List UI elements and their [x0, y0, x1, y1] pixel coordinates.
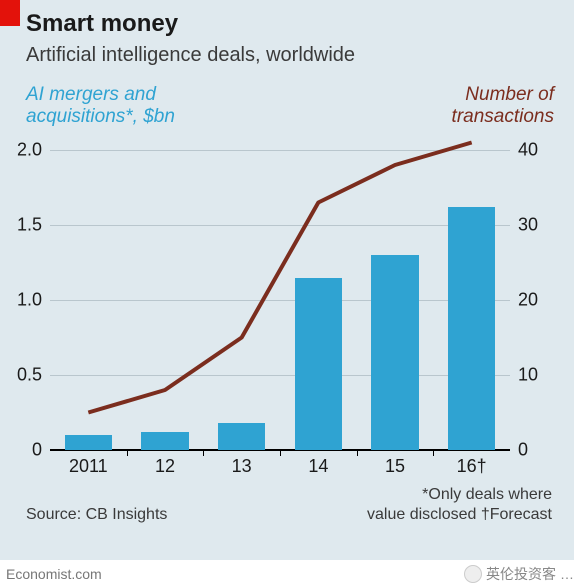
- ytick-right: 10: [510, 365, 538, 386]
- xtick-label: 15: [385, 456, 405, 477]
- line-series: [50, 150, 510, 450]
- xtick-mark: [203, 450, 204, 456]
- chart-panel: Smart money Artificial intelligence deal…: [0, 0, 574, 560]
- watermark: 英伦投资客 …: [464, 564, 574, 584]
- xtick-label: 12: [155, 456, 175, 477]
- footnote-line-1: *Only deals where: [422, 486, 552, 504]
- ytick-right: 30: [510, 215, 538, 236]
- ytick-left: 2.0: [17, 140, 50, 161]
- figure-canvas: Smart money Artificial intelligence deal…: [0, 0, 580, 586]
- ytick-right: 40: [510, 140, 538, 161]
- xtick-label: 14: [308, 456, 328, 477]
- xtick-label: 13: [232, 456, 252, 477]
- economist-red-tab: [0, 0, 20, 26]
- watermark-text: 英伦投资客: [486, 564, 556, 584]
- ytick-left: 0: [32, 440, 50, 461]
- economist-credit: Economist.com: [6, 566, 102, 582]
- right-series-label: Number oftransactions: [452, 84, 554, 128]
- ytick-right: 20: [510, 290, 538, 311]
- xtick-mark: [127, 450, 128, 456]
- chart-title: Smart money: [26, 10, 178, 38]
- xtick-mark: [433, 450, 434, 456]
- xtick-mark: [357, 450, 358, 456]
- ytick-right: 0: [510, 440, 528, 461]
- plot-area: 00.51.01.52.001020304020111213141516†: [50, 150, 510, 450]
- ytick-left: 1.5: [17, 215, 50, 236]
- source-line: Source: CB Insights: [26, 506, 167, 524]
- transactions-line: [88, 143, 471, 413]
- ytick-left: 1.0: [17, 290, 50, 311]
- xtick-label: 2011: [69, 456, 108, 477]
- left-series-label: AI mergers andacquisitions*, $bn: [26, 84, 175, 128]
- watermark-icon: [464, 565, 482, 583]
- chart-subtitle: Artificial intelligence deals, worldwide: [26, 44, 355, 67]
- footnote-line-2: value disclosed †Forecast: [367, 506, 552, 524]
- ellipsis-icon: …: [560, 566, 574, 582]
- xtick-mark: [280, 450, 281, 456]
- ytick-left: 0.5: [17, 365, 50, 386]
- xtick-label: 16†: [457, 456, 487, 477]
